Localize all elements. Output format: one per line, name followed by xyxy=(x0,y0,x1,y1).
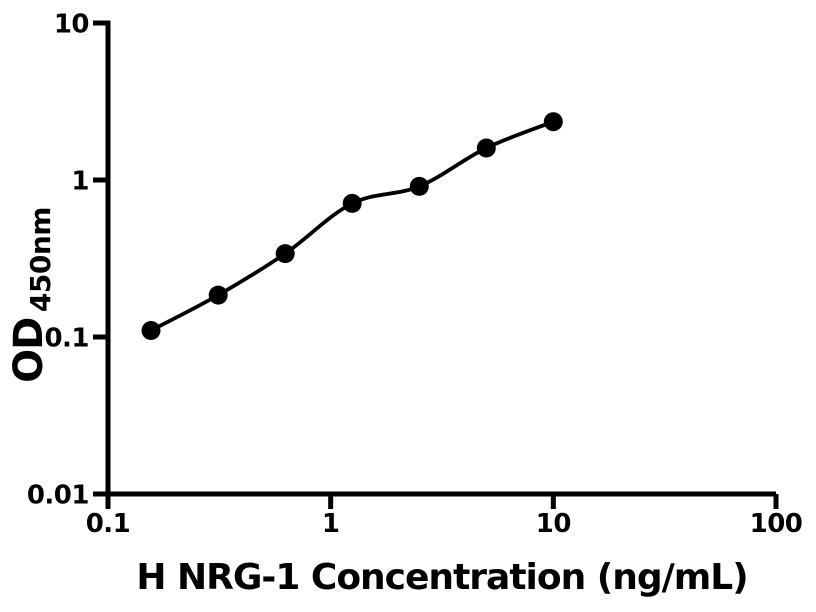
data-point xyxy=(275,244,295,264)
data-point xyxy=(543,112,563,132)
y-tick-label: 1 xyxy=(71,167,89,197)
y-tick-label: 0.01 xyxy=(27,481,89,511)
x-tick-label: 0.1 xyxy=(86,509,131,539)
axes xyxy=(93,20,779,509)
y-axis-title: OD 450nm xyxy=(6,207,57,383)
data-point xyxy=(342,193,362,213)
data-point xyxy=(476,138,496,158)
x-axis-title: H NRG-1 Concentration (ng/mL) xyxy=(136,557,747,598)
data-point xyxy=(141,321,161,340)
x-tick-label: 100 xyxy=(750,509,803,539)
data-point xyxy=(409,176,429,196)
x-tick-label: 10 xyxy=(536,509,571,539)
data-point xyxy=(208,285,228,305)
y-axis-title-main: OD xyxy=(6,318,52,383)
y-tick-label: 0.1 xyxy=(44,324,89,354)
x-tick-label: 1 xyxy=(322,509,340,539)
data-points xyxy=(141,112,563,340)
y-tick-label: 10 xyxy=(54,10,89,40)
y-axis-title-subscript: 450nm xyxy=(24,207,57,312)
